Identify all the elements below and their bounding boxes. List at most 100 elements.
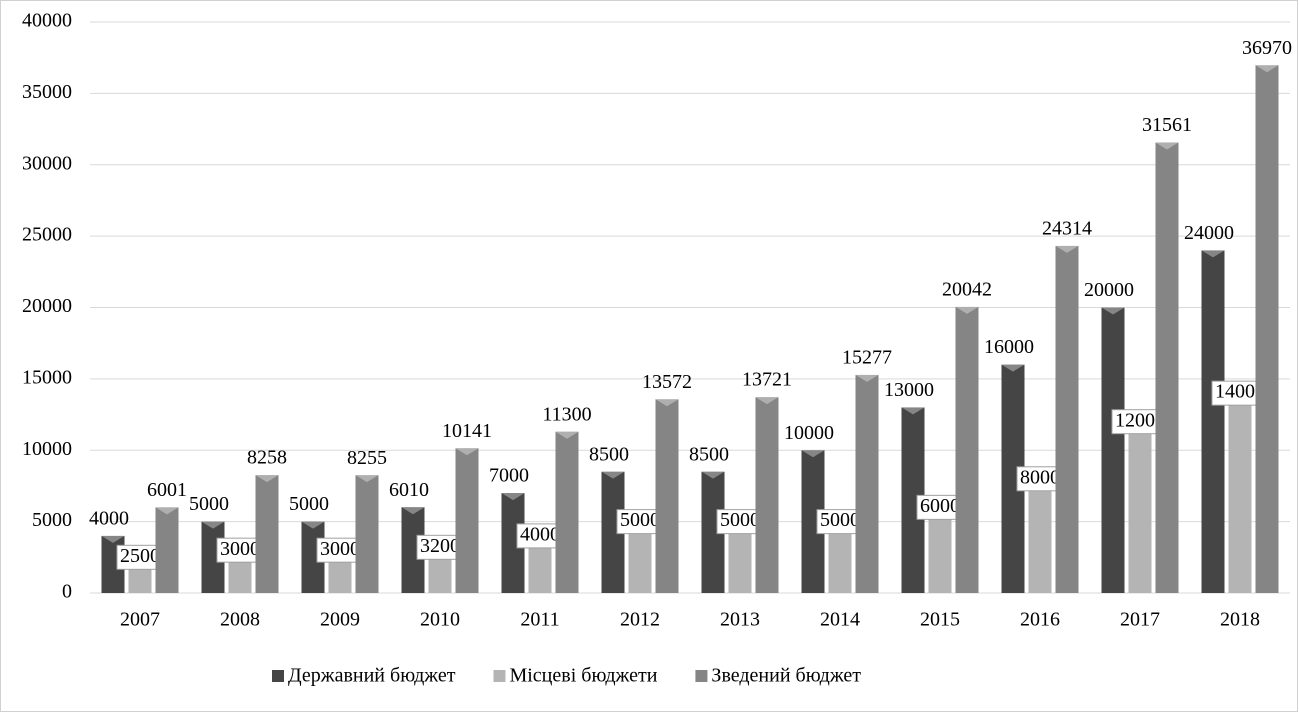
bar: [628, 521, 652, 593]
label-box: [1016, 466, 1064, 492]
data-label-box: 3000: [216, 537, 264, 563]
data-label: 14000: [1215, 381, 1265, 403]
bar: [1255, 65, 1279, 594]
data-label: 8258: [247, 447, 287, 469]
data-label: 20000: [1084, 279, 1134, 301]
data-label: 4000: [89, 507, 129, 529]
data-label: 20042: [942, 278, 992, 300]
data-label: 24314: [1042, 218, 1092, 240]
bar: [1001, 364, 1025, 593]
data-label: 2500: [120, 545, 160, 567]
bar: [555, 431, 579, 593]
label-box: [516, 523, 564, 549]
bar-cap: [101, 535, 125, 543]
x-tick-label: 2014: [820, 609, 860, 631]
data-label: 3000: [320, 538, 360, 560]
bar-cap: [501, 493, 525, 501]
bar-cap: [755, 397, 779, 405]
data-label: 31561: [1142, 114, 1192, 136]
legend-label: Державний бюджет: [288, 665, 456, 687]
bar-cap: [1255, 65, 1279, 73]
label-box: [616, 509, 664, 535]
bar: [601, 471, 625, 593]
bar-cap: [155, 507, 179, 515]
data-label: 6010: [389, 479, 429, 501]
bar: [655, 399, 679, 593]
bar: [1128, 421, 1152, 593]
data-label: 8000: [1020, 466, 1060, 488]
data-label: 4000: [520, 523, 560, 545]
data-label-box: 5000: [616, 509, 664, 535]
label-box: [716, 509, 764, 535]
data-label-box: 4000: [516, 523, 564, 549]
bar-cap: [455, 448, 479, 456]
data-label: 5000: [189, 493, 229, 515]
label-box: [216, 537, 264, 563]
x-tick-label: 2017: [1120, 609, 1160, 631]
legend-label: Зведений бюджет: [711, 665, 861, 687]
data-label-box: 6000: [916, 494, 964, 520]
legend-swatch: [272, 670, 284, 682]
y-tick-label: 20000: [22, 295, 72, 317]
bar-cap: [601, 471, 625, 479]
data-label-box: 3000: [316, 537, 364, 563]
bar-cap: [301, 521, 325, 529]
data-label: 3200: [420, 535, 460, 557]
bar-cap: [955, 306, 979, 314]
data-label-box: 3200: [416, 534, 464, 560]
data-label: 6001: [147, 479, 187, 501]
bar-cap: [555, 431, 579, 439]
bar-cap: [1155, 142, 1179, 150]
data-label: 3000: [220, 538, 260, 560]
bar: [501, 493, 525, 593]
bar: [255, 475, 279, 593]
bar: [455, 448, 479, 593]
data-label: 11300: [542, 403, 591, 425]
data-label: 10141: [442, 420, 492, 442]
x-tick-label: 2015: [920, 609, 960, 631]
bar: [355, 475, 379, 593]
data-label: 12000: [1115, 409, 1165, 431]
y-tick-label: 15000: [22, 366, 72, 388]
bar-cap: [655, 399, 679, 407]
x-tick-label: 2008: [220, 609, 260, 631]
legend-swatch: [493, 670, 506, 682]
data-label: 8500: [589, 443, 629, 465]
bar: [755, 397, 779, 593]
data-label: 36970: [1242, 37, 1292, 59]
x-tick-label: 2018: [1220, 609, 1260, 631]
bar: [1155, 142, 1179, 593]
label-box: [416, 534, 464, 560]
bar: [728, 521, 752, 593]
x-tick-label: 2012: [620, 609, 660, 631]
legend-swatch: [695, 670, 708, 682]
y-tick-label: 35000: [22, 81, 72, 103]
bar: [401, 507, 425, 593]
bar-cap: [201, 521, 225, 529]
x-tick-label: 2011: [520, 609, 559, 631]
data-label-box: 8000: [1016, 466, 1064, 492]
data-label: 13721: [742, 369, 792, 391]
bar-cap: [401, 507, 425, 515]
data-label-box: 5000: [816, 509, 864, 535]
bar-cap: [855, 374, 879, 382]
bar: [1028, 478, 1052, 593]
data-label: 5000: [820, 509, 860, 531]
legend-label: Місцеві бюджети: [509, 665, 657, 687]
bar-cap: [1101, 307, 1125, 315]
data-label: 8500: [689, 443, 729, 465]
label-box: [116, 544, 164, 570]
x-tick-label: 2016: [1020, 609, 1060, 631]
x-tick-label: 2007: [120, 609, 160, 631]
bar: [701, 471, 725, 593]
bar-cap: [1055, 245, 1079, 253]
bar: [828, 521, 852, 593]
bar-cap: [1001, 364, 1025, 372]
bar-cap: [1201, 250, 1225, 258]
bar-cap: [255, 475, 279, 483]
bar: [855, 374, 879, 593]
bar: [1201, 250, 1225, 593]
data-label: 15277: [842, 347, 892, 369]
data-label: 16000: [984, 336, 1034, 358]
